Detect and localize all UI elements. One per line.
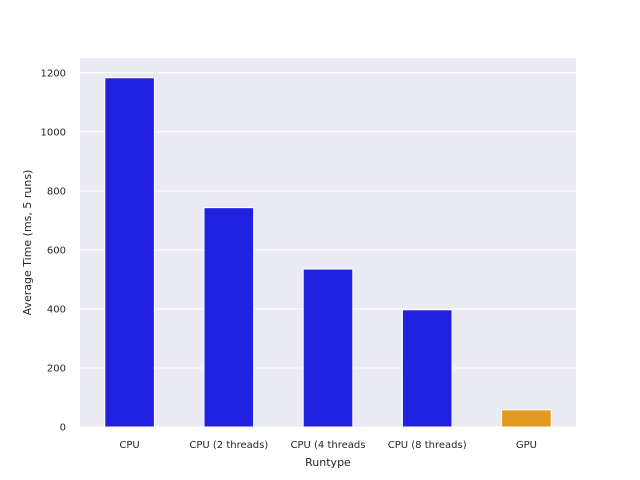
x-tick-label: CPU (2 threads) (189, 440, 268, 451)
y-tick-label: 1000 (41, 127, 66, 138)
y-tick-labels: 0 200 400 600 800 1000 1200 (41, 68, 66, 433)
y-axis-label: Average Time (ms, 5 runs) (21, 170, 34, 316)
x-tick-labels: CPU CPU (2 threads) CPU (4 threads CPU (8 t… (119, 440, 537, 451)
x-tick-label: GPU (516, 440, 537, 451)
y-tick-label: 400 (47, 304, 66, 315)
y-tick-label: 600 (47, 245, 66, 256)
bars (104, 77, 552, 428)
x-axis-label: Runtype (305, 456, 351, 469)
bar-4 (501, 409, 552, 428)
x-tick-label: CPU (119, 440, 139, 451)
bar-0 (104, 77, 155, 428)
y-tick-label: 0 (60, 423, 66, 434)
bar-1 (203, 207, 255, 428)
x-tick-label: CPU (4 threads (291, 440, 366, 451)
x-tick-label: CPU (8 threads) (388, 440, 467, 451)
y-tick-label: 800 (47, 186, 66, 197)
y-tick-label: 200 (47, 363, 66, 374)
bar-2 (302, 268, 354, 428)
bar-3 (401, 309, 453, 428)
y-tick-label: 1200 (41, 68, 66, 79)
